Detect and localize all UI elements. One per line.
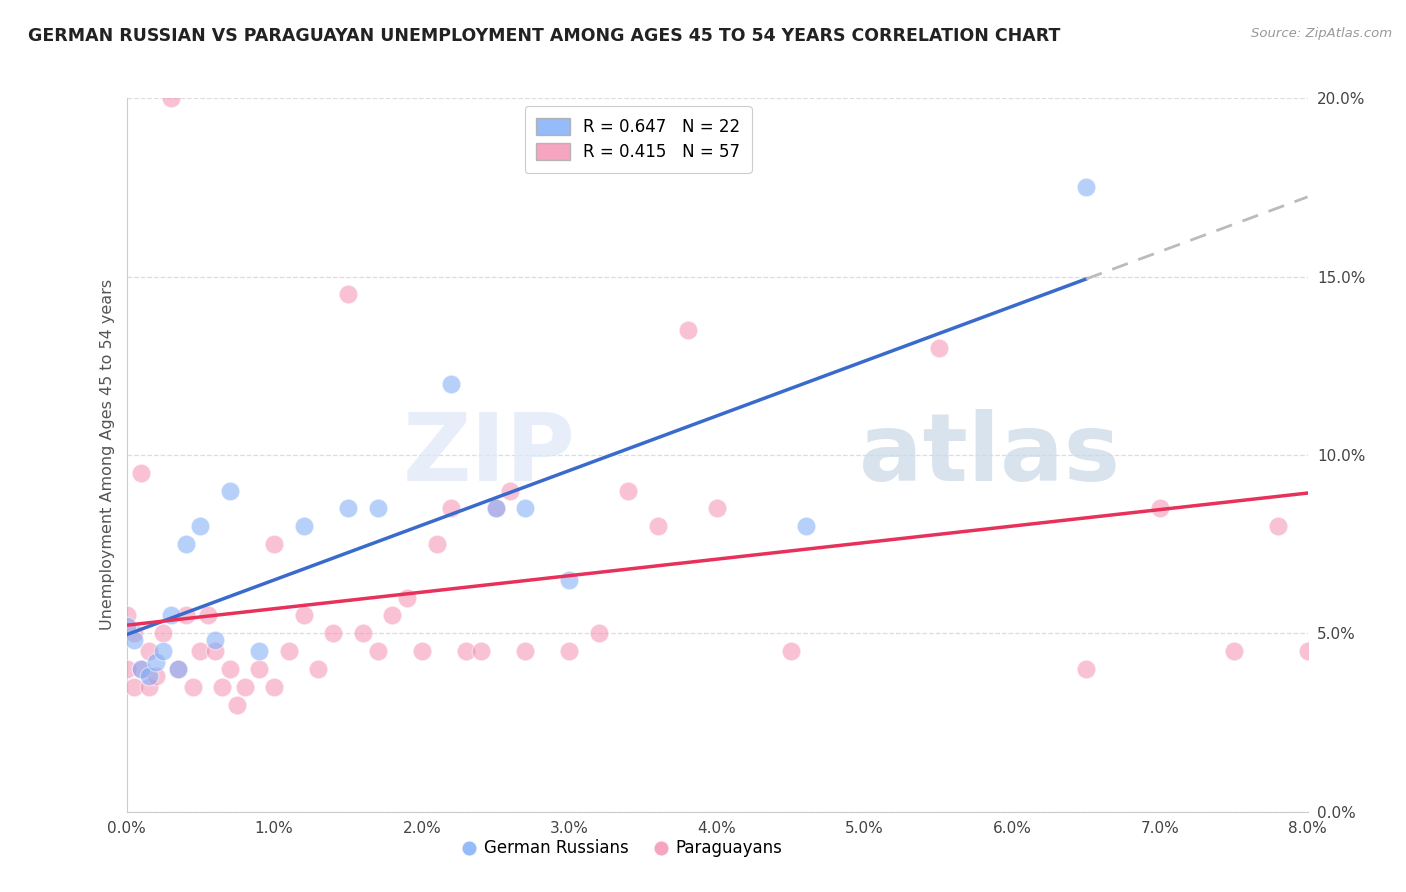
Point [129, 662, 153, 676]
Point [794, 519, 817, 533]
Point [1296, 644, 1319, 658]
Point [706, 501, 728, 516]
Point [218, 483, 242, 498]
Point [138, 644, 160, 658]
Point [115, 662, 138, 676]
Point [138, 680, 160, 694]
Point [122, 680, 145, 694]
Point [558, 573, 581, 587]
Point [425, 537, 447, 551]
Point [499, 483, 522, 498]
Point [676, 323, 699, 337]
Point [129, 466, 153, 480]
Point [1267, 519, 1289, 533]
Point [218, 662, 242, 676]
Point [292, 519, 315, 533]
Point [115, 619, 138, 633]
Point [122, 633, 145, 648]
Point [352, 626, 374, 640]
Point [470, 644, 492, 658]
Point [145, 655, 167, 669]
Point [322, 626, 344, 640]
Point [928, 341, 950, 355]
Point [145, 669, 167, 683]
Point [159, 91, 183, 105]
Point [337, 501, 360, 516]
Point [558, 644, 581, 658]
Point [174, 537, 197, 551]
Point [484, 501, 508, 516]
Point [174, 608, 197, 623]
Point [278, 644, 301, 658]
Point [129, 662, 153, 676]
Point [167, 662, 190, 676]
Point [152, 626, 174, 640]
Point [197, 608, 219, 623]
Legend: German Russians, Paraguayans: German Russians, Paraguayans [456, 833, 789, 864]
Point [167, 662, 190, 676]
Point [115, 608, 138, 623]
Point [1076, 662, 1098, 676]
Point [588, 626, 610, 640]
Point [1222, 644, 1246, 658]
Point [381, 608, 404, 623]
Point [204, 633, 226, 648]
Point [307, 662, 329, 676]
Point [159, 608, 183, 623]
Point [1326, 359, 1348, 373]
Point [1076, 180, 1098, 194]
Point [440, 501, 463, 516]
Point [181, 680, 204, 694]
Point [779, 644, 801, 658]
Point [263, 537, 285, 551]
Point [122, 626, 145, 640]
Point [263, 680, 285, 694]
Point [226, 698, 249, 712]
Point [1310, 341, 1333, 355]
Y-axis label: Unemployment Among Ages 45 to 54 years: Unemployment Among Ages 45 to 54 years [100, 279, 115, 631]
Point [292, 608, 315, 623]
Point [1149, 501, 1171, 516]
Point [396, 591, 419, 605]
Point [515, 501, 537, 516]
Point [188, 644, 211, 658]
Point [411, 644, 433, 658]
Point [188, 519, 211, 533]
Point [366, 501, 388, 516]
Point [1341, 501, 1364, 516]
Point [484, 501, 508, 516]
Point [617, 483, 640, 498]
Point [211, 680, 233, 694]
Point [440, 376, 463, 391]
Point [366, 644, 388, 658]
Point [247, 644, 270, 658]
Text: Source: ZipAtlas.com: Source: ZipAtlas.com [1251, 27, 1392, 40]
Point [337, 287, 360, 301]
Point [152, 644, 174, 658]
Point [138, 669, 160, 683]
Point [647, 519, 669, 533]
Point [454, 644, 477, 658]
Point [233, 680, 256, 694]
Text: GERMAN RUSSIAN VS PARAGUAYAN UNEMPLOYMENT AMONG AGES 45 TO 54 YEARS CORRELATION : GERMAN RUSSIAN VS PARAGUAYAN UNEMPLOYMEN… [28, 27, 1060, 45]
Text: atlas: atlas [859, 409, 1119, 501]
Point [515, 644, 537, 658]
Point [247, 662, 270, 676]
Point [204, 644, 226, 658]
Text: ZIP: ZIP [402, 409, 575, 501]
